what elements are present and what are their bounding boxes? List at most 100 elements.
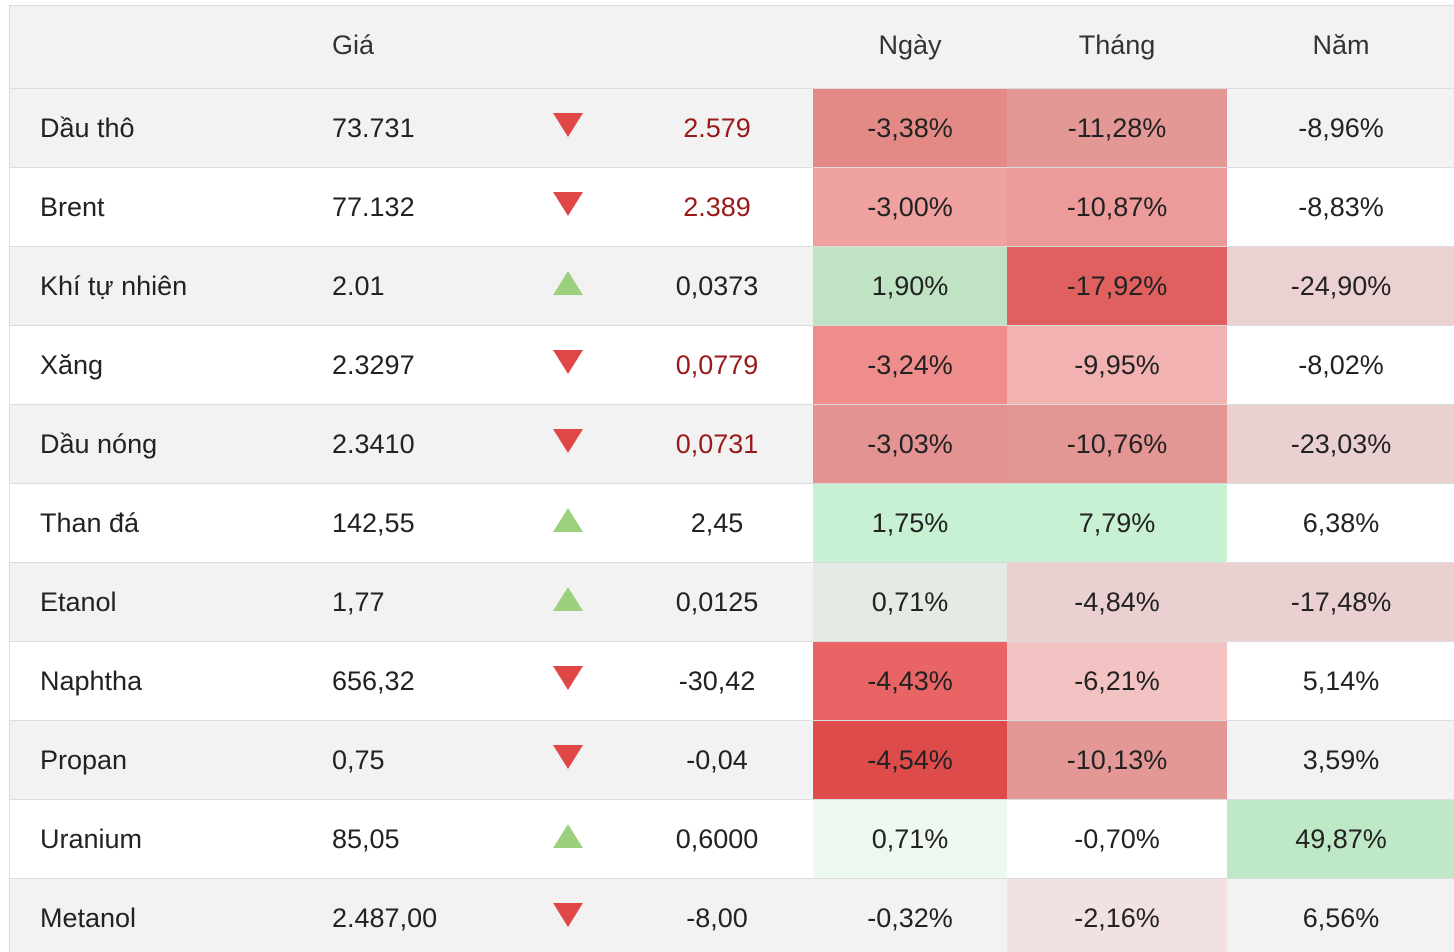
header-price[interactable]: Giá [304, 6, 509, 89]
header-row: Giá Ngày Tháng Năm [10, 6, 1454, 89]
price-cell: 0,75 [304, 720, 509, 800]
table-row[interactable]: Dầu thô 73.731 2.579 -3,38% -11,28% -8,96% [10, 88, 1454, 168]
table-row[interactable]: Naphtha 656,32 -30,42 -4,43% -6,21% 5,14% [10, 641, 1454, 721]
table-row[interactable]: Uranium 85,05 0,6000 0,71% -0,70% 49,87% [10, 799, 1454, 879]
change-cell: 2.389 [621, 167, 813, 247]
year-percent-cell: 49,87% [1227, 799, 1454, 879]
commodity-name-link[interactable]: Dầu nóng [10, 404, 304, 484]
price-cell: 2.3410 [304, 404, 509, 484]
header-direction [509, 6, 621, 89]
table-row[interactable]: Khí tự nhiên 2.01 0,0373 1,90% -17,92% -24,90… [10, 246, 1454, 326]
price-cell: 656,32 [304, 641, 509, 721]
day-percent-cell: 0,71% [813, 562, 1007, 642]
table-row[interactable]: Xăng 2.3297 0,0779 -3,24% -9,95% -8,02% [10, 325, 1454, 405]
commodity-name-link[interactable]: Than đá [10, 483, 304, 563]
day-percent-cell: -3,24% [813, 325, 1007, 405]
month-percent-cell: -17,92% [1007, 246, 1227, 326]
table-body: Dầu thô 73.731 2.579 -3,38% -11,28% -8,96% Bre… [10, 88, 1454, 952]
commodities-table-container: Giá Ngày Tháng Năm Dầu thô 73.731 2.579 -3,… [9, 5, 1454, 952]
year-percent-cell: 6,38% [1227, 483, 1454, 563]
year-percent-cell: 6,56% [1227, 878, 1454, 952]
change-cell: 0,0373 [621, 246, 813, 326]
day-percent-cell: -3,38% [813, 88, 1007, 168]
day-percent-cell: -4,43% [813, 641, 1007, 721]
price-cell: 73.731 [304, 88, 509, 168]
triangle-up-icon [553, 824, 583, 849]
price-cell: 2.01 [304, 246, 509, 326]
year-percent-cell: -23,03% [1227, 404, 1454, 484]
direction-cell [509, 88, 621, 168]
header-change [621, 6, 813, 89]
month-percent-cell: -11,28% [1007, 88, 1227, 168]
day-percent-cell: 1,90% [813, 246, 1007, 326]
direction-cell [509, 167, 621, 247]
day-percent-cell: 0,71% [813, 799, 1007, 879]
header-day[interactable]: Ngày [813, 6, 1007, 89]
year-percent-cell: -8,83% [1227, 167, 1454, 247]
day-percent-cell: -4,54% [813, 720, 1007, 800]
year-percent-cell: -8,96% [1227, 88, 1454, 168]
change-cell: 2,45 [621, 483, 813, 563]
triangle-up-icon [553, 508, 583, 533]
commodity-name-link[interactable]: Naphtha [10, 641, 304, 721]
triangle-down-icon [553, 666, 583, 691]
price-cell: 2.487,00 [304, 878, 509, 952]
table-row[interactable]: Etanol 1,77 0,0125 0,71% -4,84% -17,48% [10, 562, 1454, 642]
year-percent-cell: -17,48% [1227, 562, 1454, 642]
direction-cell [509, 641, 621, 721]
month-percent-cell: 7,79% [1007, 483, 1227, 563]
change-cell: 2.579 [621, 88, 813, 168]
commodity-name-link[interactable]: Khí tự nhiên [10, 246, 304, 326]
year-percent-cell: 3,59% [1227, 720, 1454, 800]
price-cell: 142,55 [304, 483, 509, 563]
month-percent-cell: -10,76% [1007, 404, 1227, 484]
direction-cell [509, 483, 621, 563]
change-cell: -0,04 [621, 720, 813, 800]
header-year[interactable]: Năm [1227, 6, 1454, 89]
price-cell: 2.3297 [304, 325, 509, 405]
change-cell: 0,6000 [621, 799, 813, 879]
change-cell: 0,0731 [621, 404, 813, 484]
change-cell: 0,0125 [621, 562, 813, 642]
table-row[interactable]: Dầu nóng 2.3410 0,0731 -3,03% -10,76% -23,03% [10, 404, 1454, 484]
header-month[interactable]: Tháng [1007, 6, 1227, 89]
change-cell: -8,00 [621, 878, 813, 952]
month-percent-cell: -4,84% [1007, 562, 1227, 642]
direction-cell [509, 246, 621, 326]
table-row[interactable]: Than đá 142,55 2,45 1,75% 7,79% 6,38% [10, 483, 1454, 563]
triangle-down-icon [553, 113, 583, 138]
price-cell: 77.132 [304, 167, 509, 247]
month-percent-cell: -2,16% [1007, 878, 1227, 952]
table-row[interactable]: Propan 0,75 -0,04 -4,54% -10,13% 3,59% [10, 720, 1454, 800]
table-row[interactable]: Metanol 2.487,00 -8,00 -0,32% -2,16% 6,56% [10, 878, 1454, 952]
commodity-name-link[interactable]: Xăng [10, 325, 304, 405]
commodity-name-link[interactable]: Metanol [10, 878, 304, 952]
year-percent-cell: -8,02% [1227, 325, 1454, 405]
table-row[interactable]: Brent 77.132 2.389 -3,00% -10,87% -8,83% [10, 167, 1454, 247]
triangle-down-icon [553, 745, 583, 770]
triangle-down-icon [553, 903, 583, 928]
commodities-table: Giá Ngày Tháng Năm Dầu thô 73.731 2.579 -3,… [10, 6, 1454, 952]
month-percent-cell: -10,13% [1007, 720, 1227, 800]
commodity-name-link[interactable]: Etanol [10, 562, 304, 642]
change-cell: -30,42 [621, 641, 813, 721]
direction-cell [509, 325, 621, 405]
commodity-name-link[interactable]: Dầu thô [10, 88, 304, 168]
year-percent-cell: 5,14% [1227, 641, 1454, 721]
triangle-down-icon [553, 429, 583, 454]
commodity-name-link[interactable]: Propan [10, 720, 304, 800]
month-percent-cell: -10,87% [1007, 167, 1227, 247]
direction-cell [509, 404, 621, 484]
commodity-name-link[interactable]: Uranium [10, 799, 304, 879]
price-cell: 85,05 [304, 799, 509, 879]
change-cell: 0,0779 [621, 325, 813, 405]
day-percent-cell: -0,32% [813, 878, 1007, 952]
header-name [10, 6, 304, 89]
day-percent-cell: 1,75% [813, 483, 1007, 563]
triangle-down-icon [553, 350, 583, 375]
triangle-up-icon [553, 271, 583, 296]
day-percent-cell: -3,00% [813, 167, 1007, 247]
direction-cell [509, 562, 621, 642]
commodity-name-link[interactable]: Brent [10, 167, 304, 247]
direction-cell [509, 720, 621, 800]
